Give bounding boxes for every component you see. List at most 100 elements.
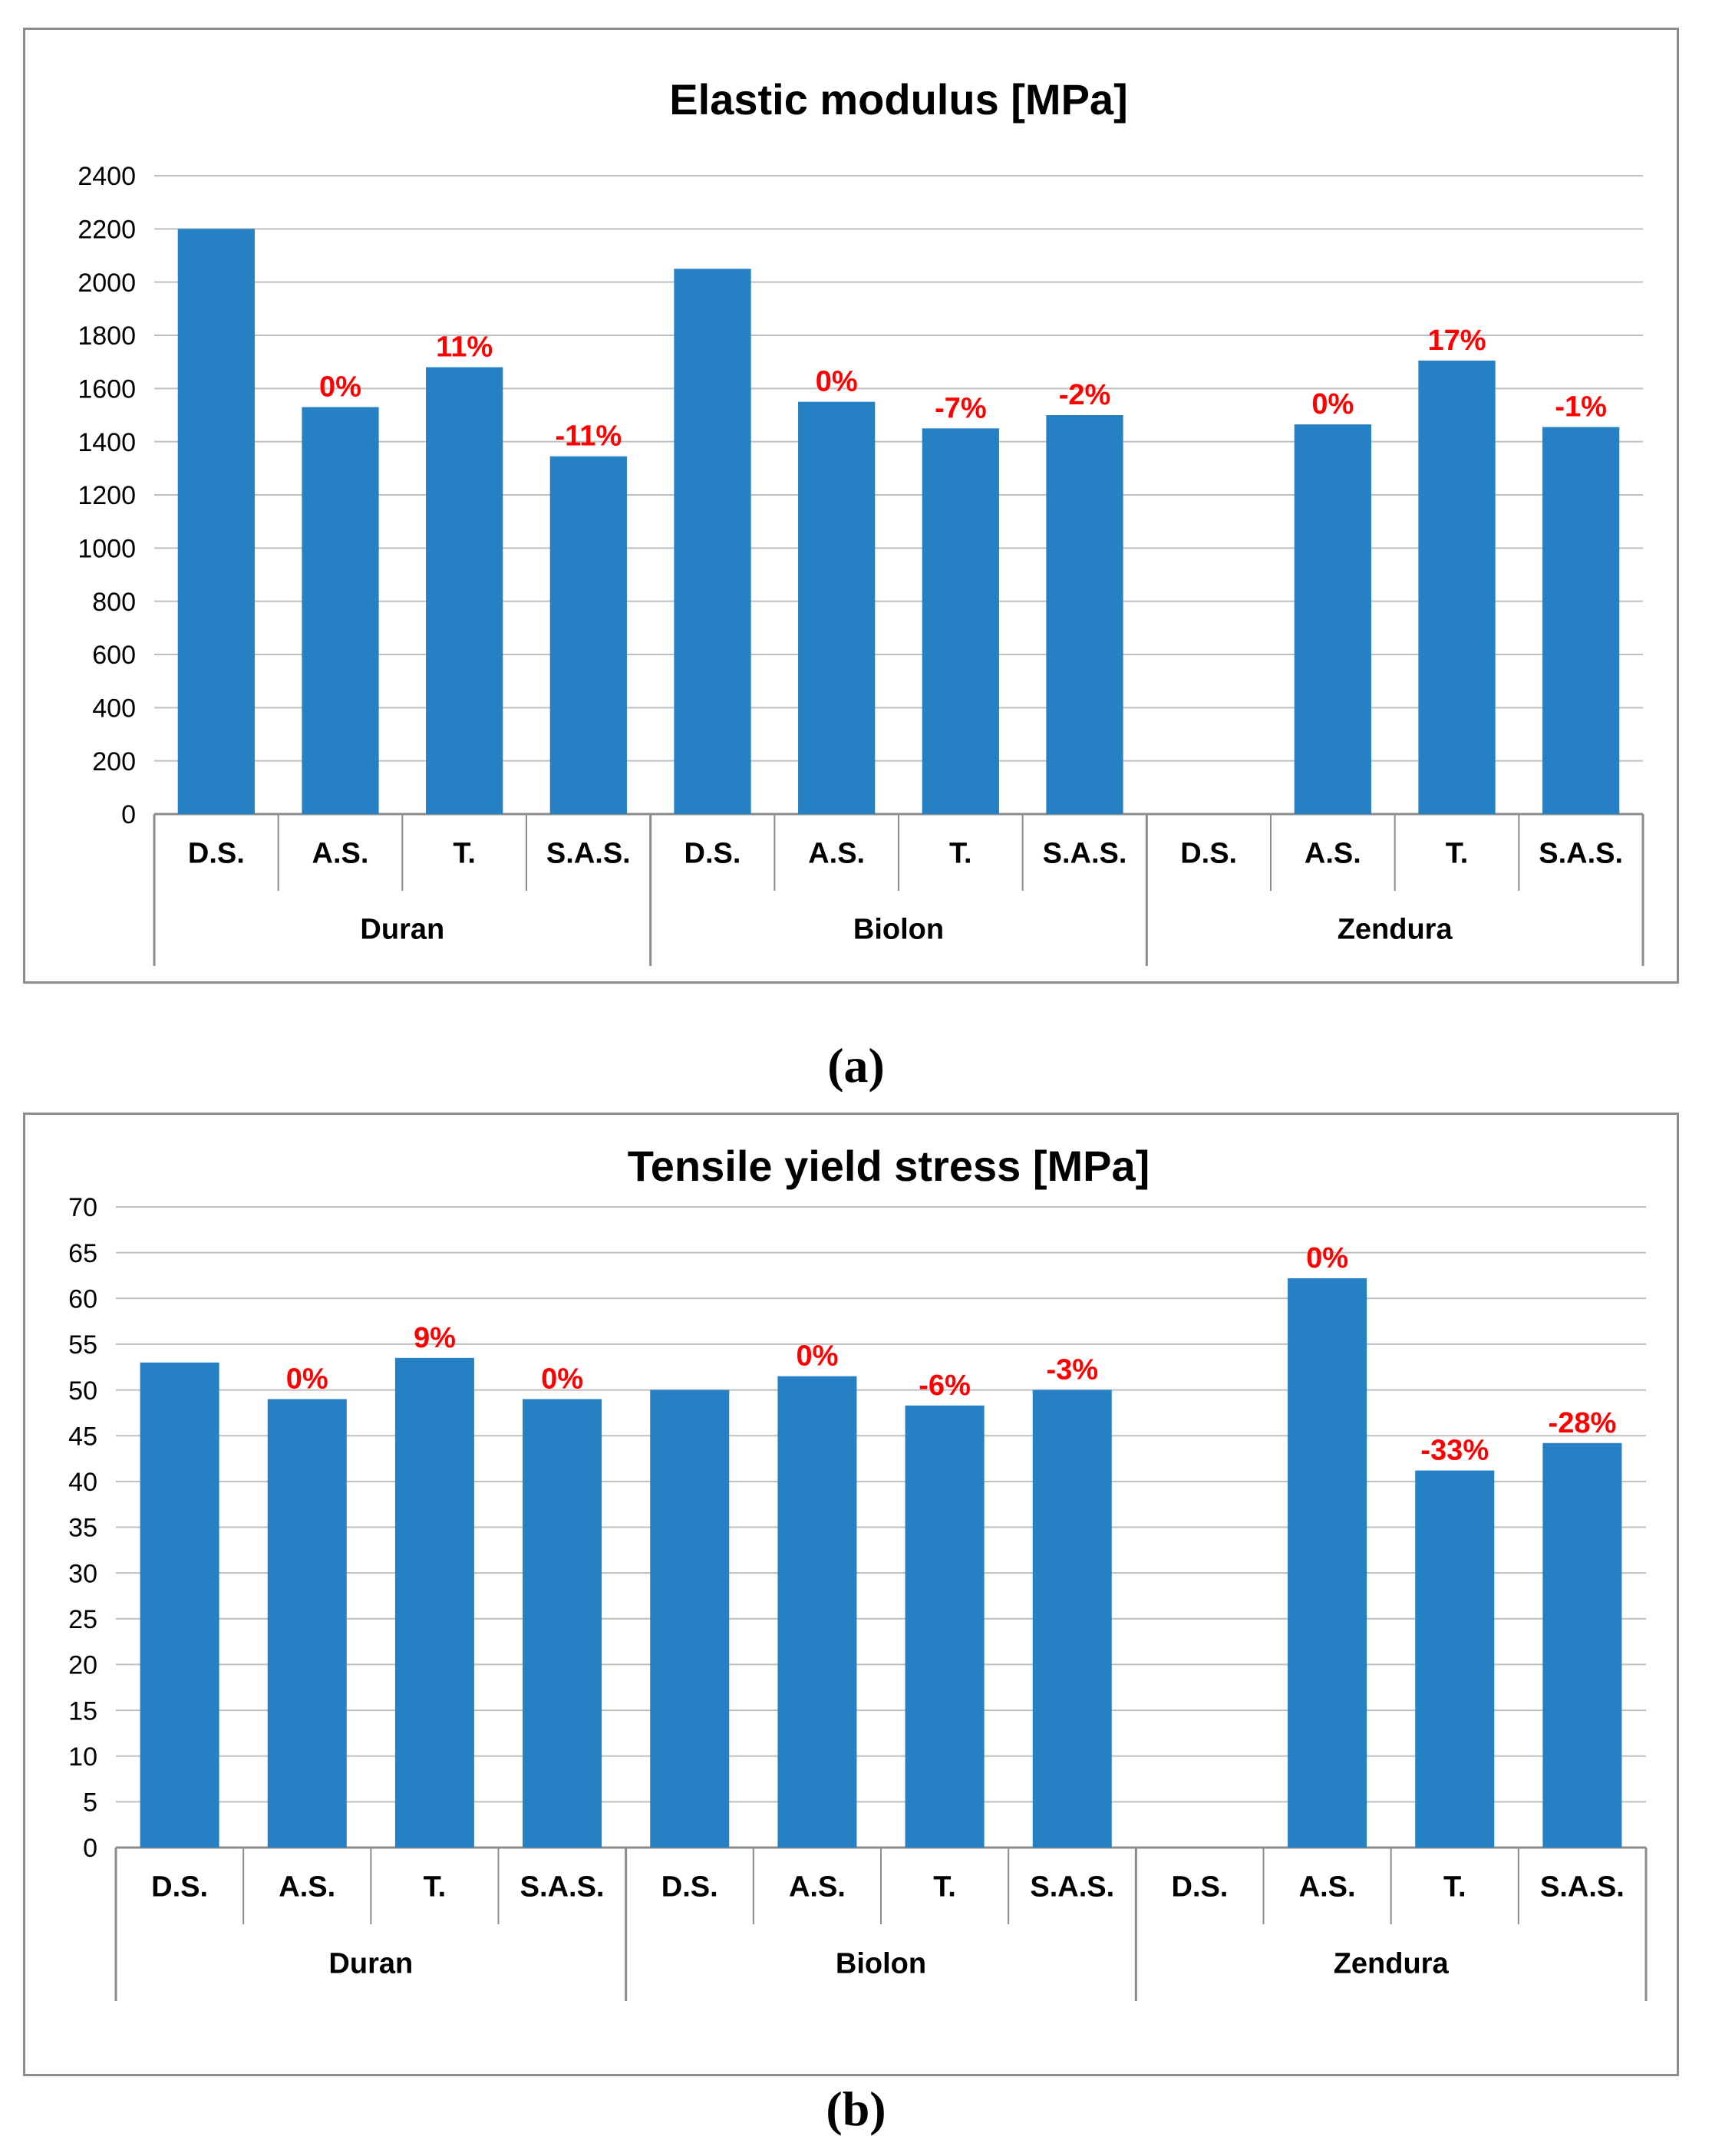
- x-group-label: Duran: [328, 1948, 413, 1980]
- y-tick-label: 1800: [78, 321, 136, 351]
- y-tick-label: 2200: [78, 216, 136, 245]
- y-tick-label: 1200: [78, 481, 136, 510]
- x-category-label: S.A.S.: [1030, 1871, 1114, 1904]
- bar: [1294, 424, 1371, 814]
- bar: [1046, 415, 1123, 814]
- y-tick-label: 400: [92, 694, 136, 724]
- x-category-label: A.S.: [808, 838, 865, 870]
- x-category-label: D.S.: [684, 838, 741, 870]
- x-category-label: D.S.: [1180, 838, 1237, 870]
- bar: [140, 1362, 219, 1848]
- x-category-label: S.A.S.: [546, 838, 631, 870]
- caption-b: (b): [826, 2082, 886, 2136]
- bar-data-label: -7%: [935, 392, 987, 424]
- x-category-label: T.: [1443, 1871, 1466, 1904]
- bar-data-label: 0%: [816, 366, 858, 398]
- x-category-label: A.S.: [789, 1871, 846, 1904]
- bar: [650, 1390, 730, 1848]
- y-tick-label: 10: [68, 1742, 97, 1772]
- x-group-label: Zendura: [1338, 914, 1453, 946]
- x-category-label: D.S.: [151, 1871, 208, 1904]
- bar: [267, 1399, 347, 1848]
- y-tick-label: 60: [68, 1285, 97, 1314]
- bar-data-label: -11%: [556, 420, 622, 453]
- y-tick-label: 70: [68, 1193, 97, 1222]
- bar: [1032, 1390, 1112, 1848]
- y-tick-label: 800: [92, 588, 136, 617]
- bar-data-label: 0%: [1306, 1242, 1348, 1274]
- x-category-label: A.S.: [279, 1871, 335, 1904]
- bar: [922, 428, 999, 814]
- x-category-label: S.A.S.: [520, 1871, 605, 1904]
- bar: [394, 1357, 474, 1848]
- y-tick-label: 15: [68, 1696, 97, 1726]
- x-category-label: S.A.S.: [1540, 1871, 1625, 1904]
- x-category-label: T.: [949, 838, 972, 870]
- y-tick-label: 1000: [78, 535, 136, 564]
- bar: [549, 456, 627, 814]
- x-category-label: T.: [1446, 838, 1469, 870]
- y-tick-label: 200: [92, 747, 136, 776]
- y-tick-label: 1400: [78, 428, 136, 457]
- bar: [777, 1376, 857, 1848]
- x-category-label: T.: [453, 838, 476, 870]
- y-tick-label: 30: [68, 1559, 97, 1588]
- bar: [523, 1399, 602, 1848]
- y-tick-label: 600: [92, 641, 136, 670]
- x-group-label: Zendura: [1334, 1948, 1450, 1980]
- y-tick-label: 0: [83, 1834, 97, 1863]
- y-tick-label: 2000: [78, 269, 136, 298]
- y-tick-label: 45: [68, 1422, 97, 1451]
- bar-data-label: 9%: [414, 1322, 456, 1354]
- y-tick-label: 20: [68, 1651, 97, 1680]
- bar-data-label: -33%: [1420, 1435, 1489, 1467]
- bar-data-label: 0%: [319, 371, 361, 404]
- x-group-label: Biolon: [853, 914, 944, 946]
- x-category-label: A.S.: [312, 838, 369, 870]
- bar: [1415, 1470, 1495, 1848]
- y-tick-label: 55: [68, 1330, 97, 1360]
- chart-a: Elastic modulus [MPa] 0 200 400 600 800 1000 12…: [78, 75, 1644, 966]
- bar-data-label: 0%: [286, 1363, 328, 1396]
- bar-data-label: 0%: [541, 1363, 583, 1396]
- bar: [905, 1405, 985, 1848]
- bar: [674, 269, 751, 814]
- y-tick-label: 5: [83, 1788, 97, 1818]
- x-category-label: D.S.: [1171, 1871, 1228, 1904]
- bar-data-label: -3%: [1046, 1354, 1098, 1386]
- x-group-label: Duran: [360, 914, 444, 946]
- bar-data-label: -6%: [919, 1370, 971, 1402]
- y-tick-label: 2400: [78, 162, 136, 191]
- bar-data-label: 0%: [796, 1340, 838, 1373]
- bar: [798, 401, 876, 814]
- bar: [302, 407, 379, 814]
- x-category-label: A.S.: [1305, 838, 1361, 870]
- x-category-label: A.S.: [1299, 1871, 1356, 1904]
- x-category-label: S.A.S.: [1043, 838, 1127, 870]
- bar: [1542, 1442, 1622, 1848]
- y-tick-label: 50: [68, 1376, 97, 1406]
- chart-title: Tensile yield stress [MPa]: [628, 1142, 1150, 1190]
- bar-data-label: 17%: [1427, 325, 1486, 357]
- chart-b: Tensile yield stress [MPa] 0 5 10 15 20 25 30 35…: [68, 1142, 1648, 2001]
- bar-data-label: 0%: [1311, 388, 1354, 420]
- bar: [1542, 427, 1620, 814]
- x-category-label: T.: [424, 1871, 447, 1904]
- y-tick-label: 65: [68, 1239, 97, 1268]
- bar: [426, 367, 503, 815]
- x-category-label: T.: [933, 1871, 956, 1904]
- y-tick-label: 40: [68, 1468, 97, 1497]
- y-tick-label: 1600: [78, 375, 136, 404]
- bar: [177, 229, 255, 814]
- x-category-label: S.A.S.: [1539, 838, 1623, 870]
- bar-data-label: -28%: [1549, 1407, 1617, 1439]
- y-tick-label: 0: [121, 800, 136, 829]
- bar-data-label: -2%: [1059, 379, 1111, 411]
- y-tick-label: 25: [68, 1605, 97, 1634]
- x-category-label: D.S.: [661, 1871, 718, 1904]
- caption-a: (a): [827, 1038, 885, 1093]
- bar-data-label: 11%: [436, 331, 493, 364]
- chart-b-panel: Tensile yield stress [MPa] 0 5 10 15 20 25 30 35…: [23, 1113, 1679, 2076]
- chart-a-panel: Elastic modulus [MPa] 0 200 400 600 800 1000 12…: [23, 28, 1679, 984]
- bar-data-label: -1%: [1555, 391, 1607, 424]
